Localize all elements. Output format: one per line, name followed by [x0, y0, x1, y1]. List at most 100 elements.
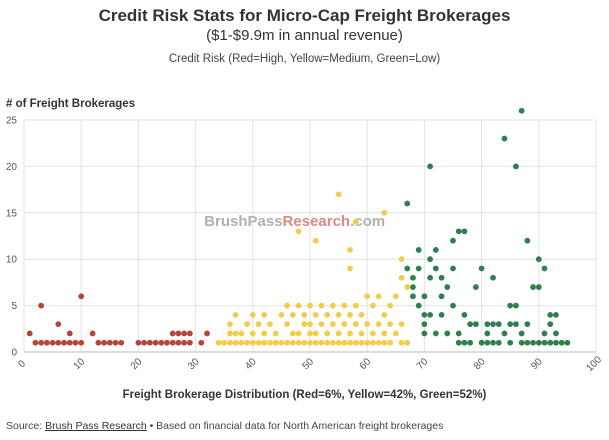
- data-point-high: [101, 339, 107, 346]
- data-point-medium: [221, 339, 228, 346]
- data-point-low: [535, 339, 542, 346]
- data-point-low: [450, 237, 456, 244]
- data-point-medium: [284, 321, 291, 328]
- x-tick-label: 0: [16, 358, 28, 370]
- data-point-low: [518, 339, 525, 346]
- data-point-medium: [335, 339, 342, 346]
- data-point-high: [169, 330, 176, 337]
- data-point-high: [175, 330, 182, 337]
- data-point-medium: [295, 330, 302, 337]
- data-point-low: [404, 265, 411, 272]
- data-point-high: [55, 339, 62, 346]
- source-link[interactable]: Brush Pass Research: [45, 420, 147, 432]
- data-point-low: [558, 339, 565, 346]
- data-point-low: [467, 321, 474, 328]
- data-point-medium: [249, 339, 256, 346]
- data-point-low: [524, 321, 531, 328]
- data-point-medium: [301, 339, 308, 346]
- data-point-medium: [249, 330, 256, 337]
- data-point-low: [553, 339, 559, 346]
- data-point-low: [438, 293, 445, 300]
- data-point-medium: [358, 330, 365, 337]
- data-point-medium: [227, 339, 233, 346]
- data-point-high: [198, 339, 205, 346]
- data-point-low: [432, 330, 439, 337]
- data-point-medium: [352, 321, 359, 328]
- watermark-part1: BrushPass: [204, 213, 282, 230]
- data-point-low: [415, 247, 422, 253]
- data-point-low: [432, 265, 439, 272]
- data-point-medium: [295, 339, 302, 346]
- data-point-medium: [387, 339, 393, 346]
- data-point-medium: [364, 321, 371, 328]
- data-point-medium: [244, 321, 250, 328]
- data-point-medium: [341, 321, 348, 328]
- data-point-medium: [375, 321, 382, 328]
- data-point-medium: [352, 219, 359, 225]
- data-point-low: [518, 107, 525, 114]
- data-point-medium: [301, 321, 308, 328]
- data-point-medium: [329, 339, 336, 346]
- data-point-medium: [387, 302, 393, 309]
- data-point-medium: [312, 339, 319, 346]
- data-point-medium: [232, 311, 239, 318]
- data-point-medium: [324, 339, 331, 346]
- data-point-medium: [255, 321, 262, 328]
- data-point-medium: [232, 339, 239, 346]
- data-point-low: [421, 293, 428, 300]
- data-point-low: [484, 330, 491, 337]
- data-point-low: [444, 284, 451, 290]
- data-point-medium: [255, 339, 262, 346]
- data-point-medium: [341, 339, 348, 346]
- data-point-high: [169, 339, 176, 346]
- data-point-low: [541, 339, 548, 346]
- data-point-high: [38, 302, 45, 309]
- y-tick-label: 5: [11, 301, 17, 312]
- data-point-low: [495, 339, 502, 346]
- data-point-low: [484, 339, 491, 346]
- chart-title: Credit Risk Stats for Micro-Cap Freight …: [98, 6, 511, 25]
- data-point-medium: [375, 339, 382, 346]
- data-point-low: [461, 228, 468, 235]
- data-point-medium: [261, 339, 268, 346]
- data-point-medium: [307, 302, 313, 309]
- data-point-high: [164, 339, 170, 346]
- data-point-high: [32, 339, 39, 346]
- data-point-medium: [347, 330, 353, 337]
- y-tick-label: 10: [6, 255, 18, 266]
- x-tick-label: 20: [129, 356, 145, 372]
- data-points: [26, 107, 571, 346]
- watermark-text: BrushPassResearch.com: [204, 213, 385, 230]
- data-point-low: [472, 321, 479, 328]
- data-point-high: [43, 339, 50, 346]
- x-tick-label: 10: [72, 356, 88, 372]
- data-point-high: [49, 339, 56, 346]
- data-point-medium: [398, 256, 405, 263]
- data-point-high: [146, 339, 153, 346]
- data-point-medium: [370, 302, 376, 309]
- x-tick-label: 60: [358, 356, 374, 372]
- watermark: BrushPassResearch.com: [204, 213, 385, 230]
- data-point-low: [530, 284, 536, 290]
- data-point-low: [410, 274, 416, 281]
- data-point-medium: [307, 330, 313, 337]
- x-tick-label: 70: [415, 356, 431, 372]
- data-point-high: [106, 339, 113, 346]
- data-point-medium: [381, 311, 388, 318]
- data-point-medium: [387, 321, 393, 328]
- data-point-medium: [289, 330, 296, 337]
- data-point-low: [432, 247, 439, 253]
- data-point-low: [535, 256, 542, 263]
- data-point-medium: [329, 321, 336, 328]
- data-point-medium: [352, 302, 359, 309]
- data-point-high: [66, 330, 73, 337]
- x-tick-label: 100: [584, 354, 604, 374]
- data-point-medium: [370, 339, 376, 346]
- data-point-medium: [301, 311, 308, 318]
- data-point-medium: [324, 311, 331, 318]
- data-point-low: [455, 228, 462, 235]
- data-point-medium: [347, 339, 353, 346]
- data-point-high: [204, 330, 210, 337]
- data-point-low: [547, 339, 554, 346]
- data-point-medium: [312, 311, 319, 318]
